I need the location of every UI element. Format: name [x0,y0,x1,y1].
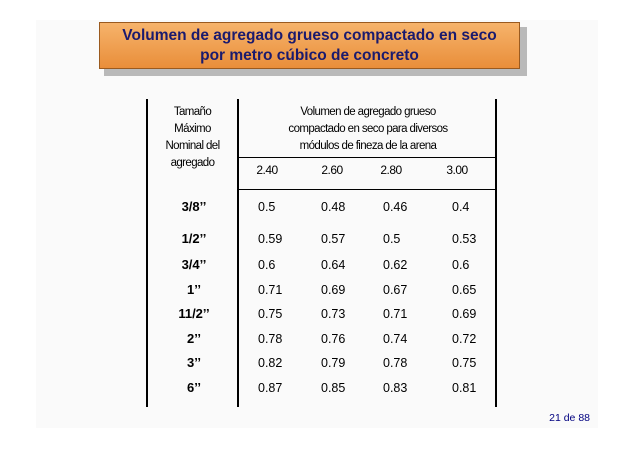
table-cell: 0.4 [452,200,470,214]
volume-header-line: módulos de fineza de la arena [299,140,437,152]
fineness-column-header: 3.00 [446,163,468,177]
row-size-label: 3’’ [187,355,201,370]
page-indicator: 21 de 88 [549,412,590,424]
table-cell: 0.5 [258,200,276,214]
table-cell: 0.75 [452,356,477,370]
size-header-line: Nominal del [165,140,220,152]
table-cell: 0.71 [258,283,283,297]
table-cell: 0.74 [383,332,408,346]
row-size-label: 3/4’’ [181,257,207,272]
table-header-line [237,189,497,190]
table-cell: 0.82 [258,356,283,370]
table-cell: 0.6 [258,258,276,272]
slide-background [36,20,598,428]
table-cell: 0.57 [321,232,346,246]
row-size-label: 2’’ [187,331,201,346]
table-cell: 0.67 [383,283,408,297]
size-column-header: Tamaño Máximo Nominal del agregado [148,104,237,172]
table-subheader-line [239,157,497,158]
volume-header-line: compactado en seco para diversos [288,123,448,135]
fineness-column-header: 2.80 [380,163,402,177]
table-cell: 0.78 [383,356,408,370]
table-cell: 0.81 [452,381,477,395]
table-cell: 0.85 [321,381,346,395]
slide-title-line-2: por metro cúbico de concreto [200,46,419,64]
table-cell: 0.48 [321,200,346,214]
table-cell: 0.64 [321,258,346,272]
row-size-label: 1/2’’ [181,231,207,246]
table-cell: 0.87 [258,381,283,395]
table-cell: 0.69 [321,283,346,297]
table-cell: 0.73 [321,307,346,321]
table-cell: 0.78 [258,332,283,346]
row-size-label: 1’’ [187,282,201,297]
aggregate-volume-table [146,99,497,407]
row-size-label: 3/8’’ [181,199,207,214]
table-cell: 0.79 [321,356,346,370]
slide-title: Volumen de agregado grueso compactado en… [99,22,520,69]
table-cell: 0.71 [383,307,408,321]
volume-column-header: Volumen de agregado grueso compactado en… [239,104,497,155]
row-size-label: 6’’ [187,380,201,395]
table-column-divider [237,99,239,407]
table-cell: 0.53 [452,232,477,246]
table-cell: 0.46 [383,200,408,214]
table-cell: 0.72 [452,332,477,346]
table-cell: 0.62 [383,258,408,272]
volume-header-line: Volumen de agregado grueso [300,106,436,118]
table-cell: 0.65 [452,283,477,297]
table-cell: 0.76 [321,332,346,346]
table-cell: 0.6 [452,258,470,272]
row-size-label: 11/2’’ [178,306,210,321]
table-cell: 0.75 [258,307,283,321]
fineness-column-header: 2.60 [321,163,343,177]
table-cell: 0.5 [383,232,401,246]
slide-title-line-1: Volumen de agregado grueso compactado en… [122,26,497,44]
fineness-column-header: 2.40 [256,163,278,177]
table-cell: 0.59 [258,232,283,246]
size-header-line: Tamaño [173,106,212,118]
table-cell: 0.69 [452,307,477,321]
size-header-line: Máximo [174,123,211,135]
size-header-line: agregado [170,157,215,169]
table-cell: 0.83 [383,381,408,395]
